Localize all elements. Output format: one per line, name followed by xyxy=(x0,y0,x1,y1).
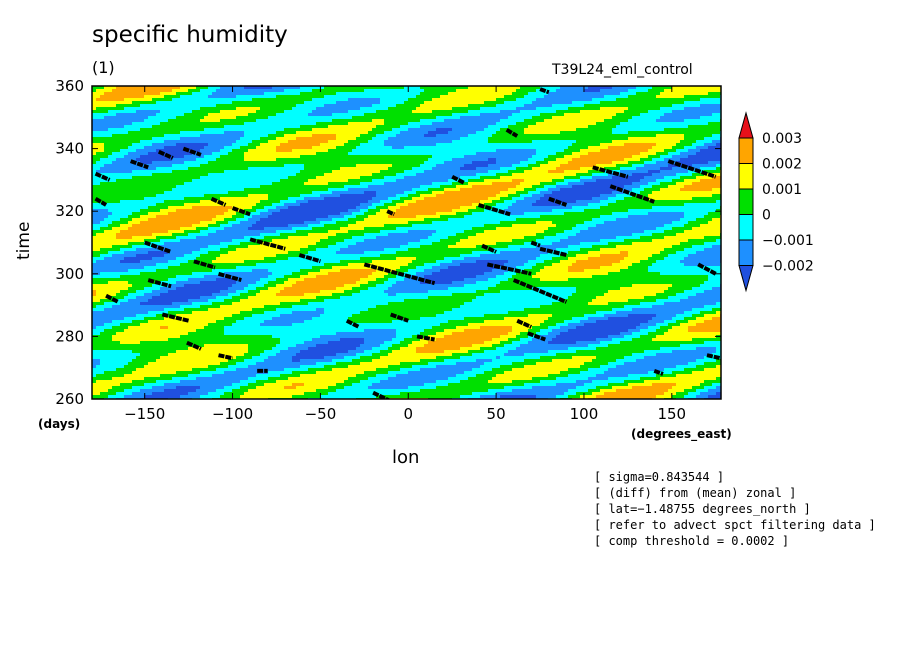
stipple-segment xyxy=(512,278,568,304)
stipple-segment xyxy=(345,318,360,329)
stipple-segment xyxy=(363,262,436,286)
stipple-segment xyxy=(505,128,519,138)
stipple-segment xyxy=(161,312,190,323)
note-line: [ sigma=0.843544 ] xyxy=(594,470,725,484)
stipple-segment xyxy=(147,278,172,289)
stipple-segment xyxy=(697,262,717,276)
note-line: [ comp threshold = 0.0002 ] xyxy=(594,534,790,548)
plot-frame xyxy=(91,85,722,400)
stipple-segment xyxy=(157,149,174,160)
colorbar-label: −0.001 xyxy=(762,233,814,249)
stipple-segment xyxy=(186,340,202,351)
note-line: [ lat=−1.48755 degrees_north ] xyxy=(594,502,811,516)
x-tick-label: −100 xyxy=(212,405,253,423)
x-tick-label: −50 xyxy=(305,405,337,423)
colorbar-segment xyxy=(738,137,754,164)
stipple-segment xyxy=(477,203,511,217)
stipple-segment xyxy=(94,171,111,182)
stipple-segment xyxy=(144,240,172,254)
stipple-segment xyxy=(386,209,396,217)
colorbar-label: −0.002 xyxy=(762,259,814,275)
stipple-segment xyxy=(249,237,286,251)
anomaly-field xyxy=(92,86,721,399)
threshold-stipple-layer xyxy=(94,87,721,399)
y-tick-label: 260 xyxy=(55,390,84,408)
stipple-segment xyxy=(539,87,550,95)
stipple-segment xyxy=(210,196,227,207)
stipple-segment xyxy=(609,184,655,204)
colorbar-label: 0.003 xyxy=(762,131,802,147)
stipple-segment xyxy=(217,271,242,282)
stipple-segment xyxy=(390,312,409,323)
stipple-segment xyxy=(486,262,532,276)
y-tick-label: 280 xyxy=(55,327,84,345)
stipple-segment xyxy=(94,196,108,207)
stipple-segment xyxy=(218,353,233,361)
x-axis-label: lon xyxy=(392,447,420,468)
colorbar-min-arrow xyxy=(738,265,754,293)
colorbar-label: 0.001 xyxy=(762,182,802,198)
stipple-segment xyxy=(481,243,497,254)
stipple-segment xyxy=(539,246,567,257)
x-tick-label: 100 xyxy=(570,405,599,423)
stipple-segment xyxy=(372,390,391,399)
stipple-segment xyxy=(706,353,721,361)
stipple-segment xyxy=(667,159,717,179)
x-tick-label: 50 xyxy=(487,405,506,423)
chart-title: specific humidity xyxy=(92,22,288,48)
x-tick-label: 150 xyxy=(657,405,686,423)
y-tick-label: 320 xyxy=(55,202,84,220)
y-tick-label: 360 xyxy=(55,77,84,95)
colorbar-label: 0.002 xyxy=(762,157,802,173)
x-axis-unit: (degrees_east) xyxy=(631,427,732,441)
y-tick-label: 300 xyxy=(55,265,84,283)
colorbar-max-arrow xyxy=(738,111,754,139)
stipple-segment xyxy=(592,165,629,179)
stipple-segment xyxy=(129,159,149,170)
note-line: [ (diff) from (mean) zonal ] xyxy=(594,486,797,500)
colorbar-segment xyxy=(738,163,754,190)
colorbar-label: 0 xyxy=(762,208,771,224)
stipple-segment xyxy=(231,206,251,217)
stipple-segment xyxy=(416,334,435,342)
colorbar-segment xyxy=(738,188,754,215)
chart-subtitle: (1) xyxy=(92,58,115,77)
stipple-segment xyxy=(530,240,541,248)
x-tick-label: −150 xyxy=(124,405,165,423)
stipple-segment xyxy=(653,368,664,376)
chart-notes: [ sigma=0.843544 ] [ (diff) from (mean) … xyxy=(594,469,876,549)
experiment-label: T39L24_eml_control xyxy=(552,62,693,78)
stipple-segment xyxy=(193,259,216,270)
colorbar-segment xyxy=(738,214,754,241)
stipple-segment xyxy=(527,331,546,342)
stipple-segment xyxy=(516,318,533,329)
y-tick-label: 340 xyxy=(55,140,84,158)
y-axis-unit: (days) xyxy=(38,417,81,431)
stipple-segment xyxy=(451,174,466,185)
note-line: [ refer to advect spct filtering data ] xyxy=(594,518,876,532)
stipple-segment xyxy=(298,253,321,264)
colorbar-segment xyxy=(738,239,754,266)
stipple-segment xyxy=(105,293,120,304)
x-tick-label: 0 xyxy=(403,405,413,423)
stipple-segment xyxy=(548,196,568,207)
stipple-segment xyxy=(182,146,202,157)
